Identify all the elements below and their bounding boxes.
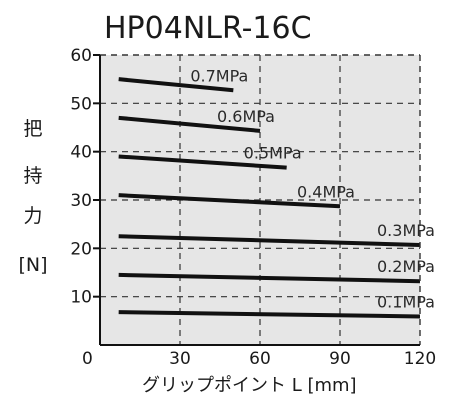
series-label: 0.3MPa — [377, 221, 435, 240]
chart-title: HP04NLR-16C — [104, 11, 312, 46]
x-tick-label: 30 — [169, 349, 191, 369]
series-line — [118, 193, 341, 209]
x-tick-label: 120 — [404, 349, 436, 369]
y-axis-label: 把持力 [N] — [18, 118, 47, 276]
series-line — [118, 310, 421, 319]
series-label: 0.5MPa — [244, 144, 302, 163]
y-tick-label: 30 — [70, 191, 92, 211]
y-axis-label-part: 持 — [23, 165, 42, 187]
series-line — [118, 115, 261, 133]
series-label: 0.4MPa — [297, 182, 355, 201]
axes — [93, 54, 421, 346]
y-tick-labels: 10 20 30 40 50 60 — [70, 46, 92, 308]
y-axis-label-part: 力 — [23, 205, 42, 227]
x-tick-labels: 0 30 60 90 120 — [82, 349, 436, 369]
series-line — [118, 272, 421, 284]
grid-lines — [100, 55, 420, 345]
series-line — [118, 77, 234, 93]
x-axis-label: グリップポイント L [mm] — [142, 375, 357, 396]
y-tick-label: 40 — [70, 143, 92, 163]
x-tick-label: 60 — [249, 349, 271, 369]
y-tick-label: 50 — [70, 94, 92, 114]
y-tick-label: 10 — [70, 288, 92, 308]
series-lines — [118, 77, 421, 319]
series-line — [118, 234, 421, 247]
series-label: 0.2MPa — [377, 257, 435, 276]
x-tick-label: 90 — [329, 349, 351, 369]
y-axis-label-part: 把 — [23, 118, 42, 140]
series-label: 0.1MPa — [377, 292, 435, 311]
series-label: 0.7MPa — [190, 66, 248, 85]
y-tick-label: 20 — [70, 239, 92, 259]
y-tick-label: 60 — [70, 46, 92, 66]
x-tick-label: 0 — [82, 349, 93, 369]
series-label: 0.6MPa — [217, 107, 275, 126]
series-line — [118, 154, 287, 170]
y-axis-label-part: [N] — [18, 254, 47, 276]
